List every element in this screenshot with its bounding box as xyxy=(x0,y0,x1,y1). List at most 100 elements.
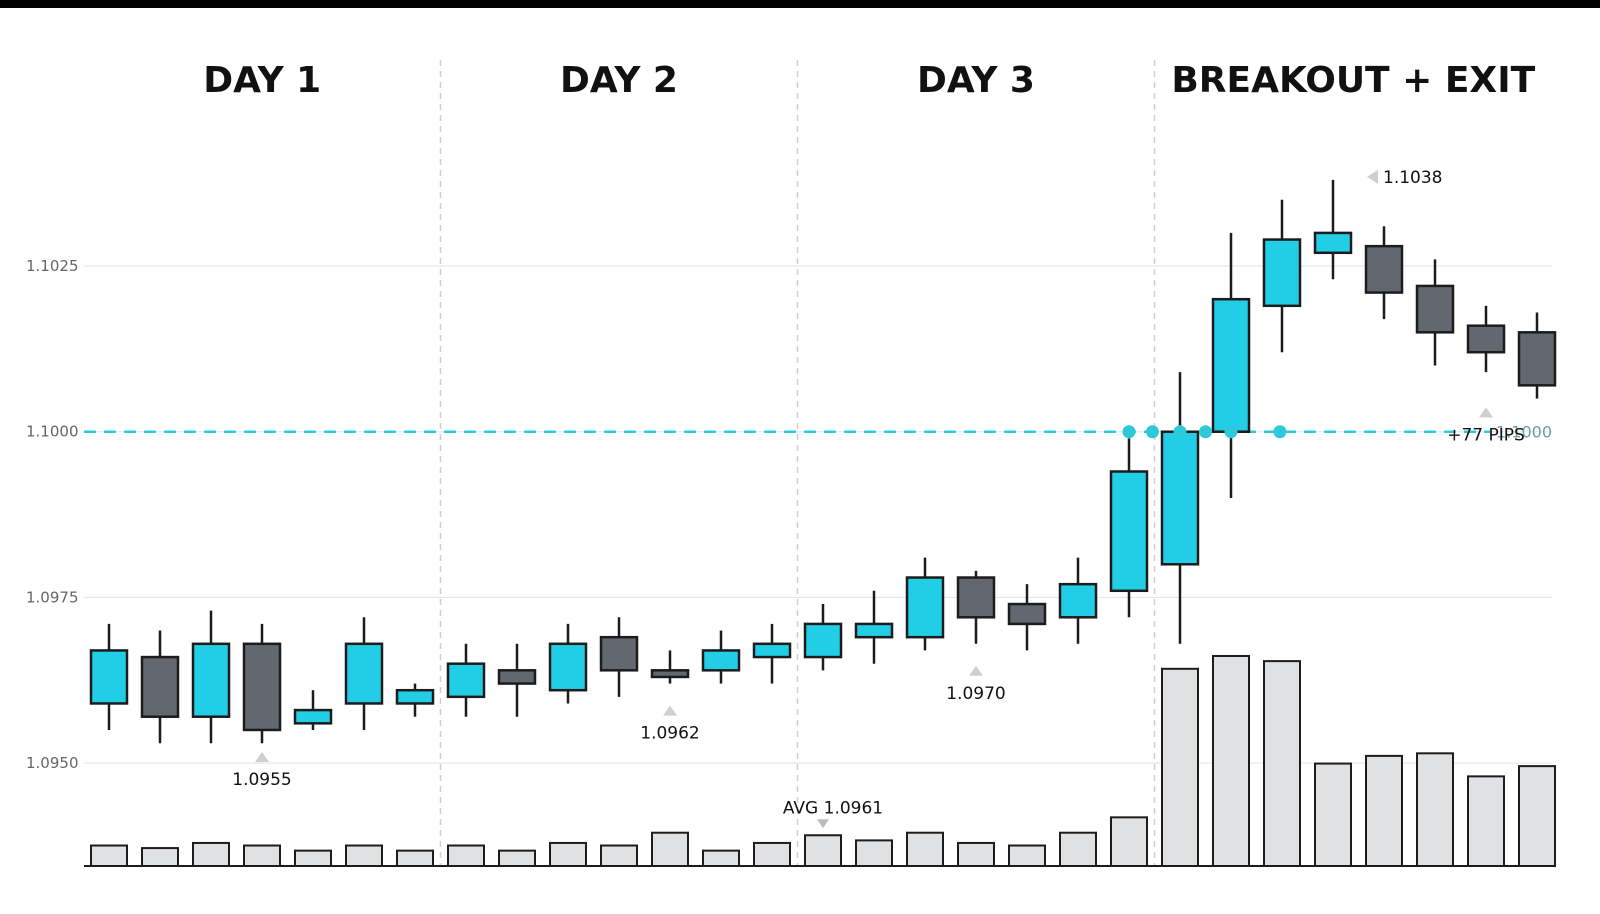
candle xyxy=(1109,438,1149,618)
volume-bar xyxy=(1161,667,1199,867)
candle xyxy=(1415,259,1455,366)
volume-bar xyxy=(447,844,485,868)
candle-body xyxy=(497,669,537,685)
annotation-label: +77 PIPS xyxy=(1447,425,1525,445)
resistance-touch-dot xyxy=(1145,425,1159,439)
candle-body xyxy=(1058,582,1098,619)
volume-bar xyxy=(1059,831,1097,868)
section-title: DAY 1 xyxy=(203,60,321,101)
candle-body xyxy=(1517,331,1557,387)
candle-body xyxy=(1313,231,1353,255)
volume-bar xyxy=(243,844,281,868)
annotation-label: 1.0970 xyxy=(946,684,1005,704)
y-tick-label: 1.0975 xyxy=(26,588,79,606)
annotation-label: 1.0955 xyxy=(232,770,291,790)
candle-body xyxy=(395,688,435,705)
candle-body xyxy=(1466,324,1506,354)
annotation-pointer xyxy=(1367,169,1378,184)
candle xyxy=(599,617,639,697)
candle-body xyxy=(956,576,996,619)
volume-bar xyxy=(1416,752,1454,868)
candle-body xyxy=(803,622,843,659)
volume-bar xyxy=(702,849,740,868)
candle xyxy=(1313,179,1353,280)
y-tick-label: 1.1000 xyxy=(26,423,79,441)
annotation-pointer xyxy=(1479,407,1493,418)
candle xyxy=(548,623,588,704)
candle-body xyxy=(344,642,384,705)
volume-bar xyxy=(753,841,791,868)
volume-bar xyxy=(906,831,944,868)
volume-bars xyxy=(90,655,1556,868)
resistance-touch-dot xyxy=(1173,425,1187,439)
resistance-touch-dot xyxy=(1224,425,1238,439)
candle-body xyxy=(599,635,639,672)
candle xyxy=(191,610,231,744)
candle xyxy=(854,590,894,664)
candle xyxy=(1364,226,1404,320)
volume-bar xyxy=(294,849,332,868)
candle-body xyxy=(650,669,690,679)
candle-body xyxy=(1415,284,1455,334)
annotation-pointer xyxy=(255,751,269,762)
candle xyxy=(1262,199,1302,353)
candle-body xyxy=(1364,244,1404,294)
candle-body xyxy=(293,708,333,725)
volume-bar xyxy=(345,844,383,868)
candle-body xyxy=(854,622,894,639)
candle xyxy=(446,643,486,717)
volume-bar xyxy=(957,841,995,868)
volume-bar xyxy=(1212,655,1250,867)
section-dividers xyxy=(439,60,1156,866)
annotations: 1.0955 1.0962 1.0970 1.1038 +77 PIPS AVG 1.09… xyxy=(232,168,1525,829)
volume-bar xyxy=(1467,775,1505,867)
volume-bar xyxy=(1518,765,1556,867)
candle xyxy=(1007,584,1047,651)
volume-bar xyxy=(1008,844,1046,868)
section-titles: DAY 1 DAY 2 DAY 3 BREAKOUT + EXIT xyxy=(203,60,1535,101)
candle xyxy=(1466,305,1506,373)
candles xyxy=(89,179,1557,744)
candle xyxy=(1211,232,1251,499)
volume-bar xyxy=(804,834,842,868)
volume-bar xyxy=(855,839,893,868)
volume-bar xyxy=(141,847,179,868)
candle xyxy=(752,623,792,684)
volume-bar xyxy=(192,841,230,868)
resistance-label: 1.1000 xyxy=(1496,423,1552,442)
candle-body xyxy=(701,649,741,672)
volume-bar xyxy=(549,841,587,868)
candle xyxy=(497,643,537,717)
candle-body xyxy=(752,642,792,659)
y-tick-label: 1.0950 xyxy=(26,754,79,772)
candle xyxy=(242,623,282,744)
volume-bar xyxy=(1263,660,1301,867)
candle-body xyxy=(1109,470,1149,593)
volume-bar xyxy=(498,849,536,868)
volume-bar xyxy=(396,849,434,868)
resistance-touch-dot xyxy=(1199,425,1212,439)
section-title: BREAKOUT + EXIT xyxy=(1171,60,1535,101)
annotation-label: AVG 1.0961 xyxy=(783,798,883,818)
annotation-pointer xyxy=(817,819,829,829)
candle xyxy=(650,650,690,684)
grid-lines: 1.0950 1.0975 1.1000 1.1025 xyxy=(26,257,1552,772)
candle xyxy=(956,570,996,644)
candle xyxy=(1160,372,1200,644)
candle xyxy=(344,617,384,730)
candle-body xyxy=(242,642,282,732)
candle-body xyxy=(905,576,945,639)
candle xyxy=(1058,557,1098,644)
candle-body xyxy=(191,642,231,718)
candle-body xyxy=(1262,238,1302,308)
candle-body xyxy=(89,649,129,705)
top-border xyxy=(0,0,1600,8)
volume-bar xyxy=(1110,816,1148,868)
annotation-pointer xyxy=(969,665,983,676)
volume-bar xyxy=(600,844,638,868)
resistance-touches xyxy=(1122,425,1287,439)
candle-body xyxy=(446,662,486,699)
candle xyxy=(905,557,945,651)
volume-bar xyxy=(651,831,689,868)
candle xyxy=(140,630,180,744)
